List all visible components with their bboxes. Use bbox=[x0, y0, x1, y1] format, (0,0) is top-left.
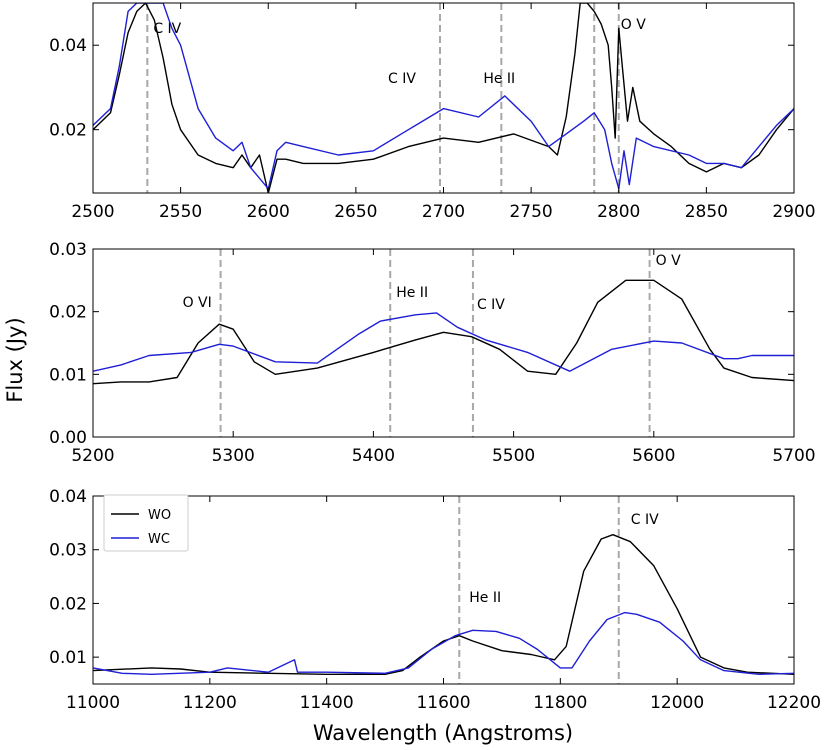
x-axis-label: Wavelength (Angstroms) bbox=[313, 721, 573, 745]
axes-frame bbox=[92, 495, 795, 685]
x-tick-label: 2700 bbox=[422, 202, 465, 222]
y-axis-label: Flux (Jy) bbox=[3, 317, 27, 402]
x-tick-label: 2550 bbox=[159, 202, 202, 222]
x-tick-label: 12200 bbox=[767, 693, 821, 713]
x-tick-label: 2600 bbox=[247, 202, 290, 222]
panels: C IV C IV He II O V 2500 2550 2600 2650 2700 2750… bbox=[49, 2, 821, 713]
line-label: He II bbox=[483, 71, 515, 87]
x-tick-label: 11000 bbox=[66, 693, 120, 713]
x-tick-label: 11800 bbox=[533, 693, 587, 713]
x-tick-label: 2750 bbox=[509, 202, 552, 222]
y-tick-label: 0.01 bbox=[49, 365, 87, 385]
panel-2: O VI He II C IV O V 5200 5300 5400 5500 5600 5700… bbox=[49, 240, 815, 466]
line-label: C IV bbox=[477, 297, 505, 313]
y-tick-label: 0.02 bbox=[49, 594, 87, 614]
x-tick-label: 5400 bbox=[352, 446, 395, 466]
y-tick-label: 0.02 bbox=[49, 121, 87, 141]
series-wo bbox=[93, 534, 794, 675]
line-label: O V bbox=[621, 17, 646, 33]
line-label: C IV bbox=[631, 512, 659, 528]
x-tick-label: 5200 bbox=[71, 446, 114, 466]
y-tick-label: 0.03 bbox=[49, 541, 87, 561]
x-tick-label: 11600 bbox=[416, 693, 470, 713]
legend: WO WC bbox=[103, 494, 189, 552]
x-tick-label: 2850 bbox=[685, 202, 728, 222]
series-wc bbox=[93, 611, 794, 675]
y-tick-label: 0.04 bbox=[49, 36, 87, 56]
y-tick-label: 0.04 bbox=[49, 487, 87, 507]
y-tick-label: 0.02 bbox=[49, 303, 87, 323]
series-wo bbox=[93, 279, 794, 385]
line-label: O VI bbox=[183, 295, 212, 311]
x-tick-label: 5500 bbox=[492, 446, 535, 466]
x-tick-label: 2900 bbox=[772, 202, 815, 222]
legend-frame bbox=[103, 494, 189, 552]
line-label: C IV bbox=[388, 71, 416, 87]
x-tick-label: 5600 bbox=[632, 446, 675, 466]
legend-label-wo: WO bbox=[148, 508, 171, 523]
line-label: He II bbox=[396, 285, 428, 301]
line-label: He II bbox=[469, 590, 501, 606]
x-tick-label: 11200 bbox=[183, 693, 237, 713]
panel-3: He II C IV 11000 11200 11400 11600 11800 12000 1… bbox=[49, 487, 821, 713]
series-wc bbox=[93, 3, 794, 190]
x-tick-label: 5700 bbox=[772, 446, 815, 466]
series-wc bbox=[93, 312, 794, 372]
series-wo bbox=[93, 3, 794, 193]
y-tick-label: 0.01 bbox=[49, 648, 87, 668]
x-tick-label: 11400 bbox=[300, 693, 354, 713]
y-tick-label: 0.00 bbox=[49, 428, 87, 448]
line-label: O V bbox=[656, 253, 681, 269]
legend-label-wc: WC bbox=[148, 532, 170, 547]
axes-frame bbox=[92, 248, 795, 438]
x-tick-label: 2650 bbox=[334, 202, 377, 222]
y-tick-label: 0.03 bbox=[49, 240, 87, 260]
axes-frame bbox=[92, 2, 795, 194]
x-tick-label: 2800 bbox=[597, 202, 640, 222]
x-tick-label: 5300 bbox=[212, 446, 255, 466]
x-tick-label: 12000 bbox=[650, 693, 704, 713]
x-tick-label: 2500 bbox=[71, 202, 114, 222]
